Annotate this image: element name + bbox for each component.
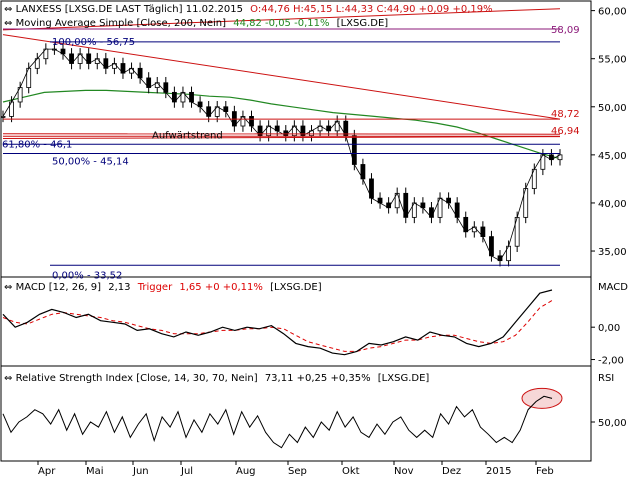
trigger-name: Trigger	[137, 282, 173, 293]
macd-axis-title: MACD	[598, 282, 628, 293]
level-label: 100,00% - 56,75	[52, 37, 135, 48]
x-tick-label: Mai	[86, 466, 104, 477]
macd-ytick-label: -2,00	[598, 356, 624, 367]
ma-indicator-symbol: [LXSG.DE]	[337, 18, 389, 29]
price-ytick-label: 60,00	[598, 7, 627, 18]
x-tick-label: Nov	[394, 466, 414, 477]
macd-icon: ⇔	[4, 282, 12, 293]
price-ytick-label: 40,00	[598, 199, 627, 210]
level-label: 58,09	[551, 25, 580, 36]
price-ytick-label: 35,00	[598, 247, 627, 258]
level-label: 48,72	[551, 109, 580, 120]
level-label: 50,00% - 45,14	[52, 157, 129, 168]
x-tick-label: Apr	[38, 466, 56, 477]
x-tick-label: Feb	[536, 466, 554, 477]
price-candle-body	[1, 116, 5, 117]
rsi-icon: ⇔	[4, 373, 12, 384]
rsi-ytick-label: 50,00	[598, 418, 627, 429]
x-tick-label: Jul	[180, 466, 193, 477]
level-label: 61,80% - 46,1	[2, 139, 72, 150]
rsi-highlight-ellipse	[522, 388, 562, 408]
x-tick-label: 2015	[486, 466, 511, 477]
ma-header: ⇔ Moving Average Simple [Close, 200, Nei…	[4, 18, 388, 29]
x-tick-label: Aug	[236, 466, 256, 477]
ma-icon: ⇔	[4, 18, 12, 29]
price-ytick-label: 50,00	[598, 103, 627, 114]
header-icon: ⇔	[4, 4, 12, 15]
rsi-value: 73,11 +0,25 +0,35%	[265, 373, 371, 384]
rsi-axis-title: RSI	[598, 373, 614, 384]
level-label: 0,00% - 33,52	[52, 270, 122, 281]
chart-title: LANXESS [LXSG.DE LAST Täglich] 11.02.201…	[16, 4, 243, 15]
trigger-values: 1,65 +0 +0,11%	[179, 282, 263, 293]
x-tick-label: Sep	[288, 466, 307, 477]
price-ytick-label: 55,00	[598, 55, 627, 66]
ma-indicator-values: 44,82 -0,05 -0,11%	[233, 18, 329, 29]
level-label: 46,94	[551, 126, 580, 137]
ohlc-values: O:44,76 H:45,15 L:44,33 C:44,90 +0,09 +0…	[250, 4, 492, 15]
rsi-symbol: [LXSG.DE]	[378, 373, 430, 384]
x-tick-label: Okt	[342, 466, 360, 477]
price-ytick-label: 45,00	[598, 151, 627, 162]
macd-symbol: [LXSG.DE]	[270, 282, 322, 293]
macd-header: ⇔ MACD [12, 26, 9] 2,13 Trigger 1,65 +0 …	[4, 282, 322, 293]
macd-value: 2,13	[108, 282, 130, 293]
rsi-header: ⇔ Relative Strength Index [Close, 14, 30…	[4, 373, 429, 384]
macd-ytick-label: 0,00	[598, 323, 620, 334]
trend-annotation: Aufwärtstrend	[152, 130, 223, 141]
x-tick-label: Dez	[442, 466, 461, 477]
rsi-name: Relative Strength Index [Close, 14, 30, …	[16, 373, 258, 384]
ma-indicator-name: Moving Average Simple [Close, 200, Nein]	[16, 18, 227, 29]
x-tick-label: Jun	[132, 466, 149, 477]
macd-name: MACD [12, 26, 9]	[16, 282, 102, 293]
